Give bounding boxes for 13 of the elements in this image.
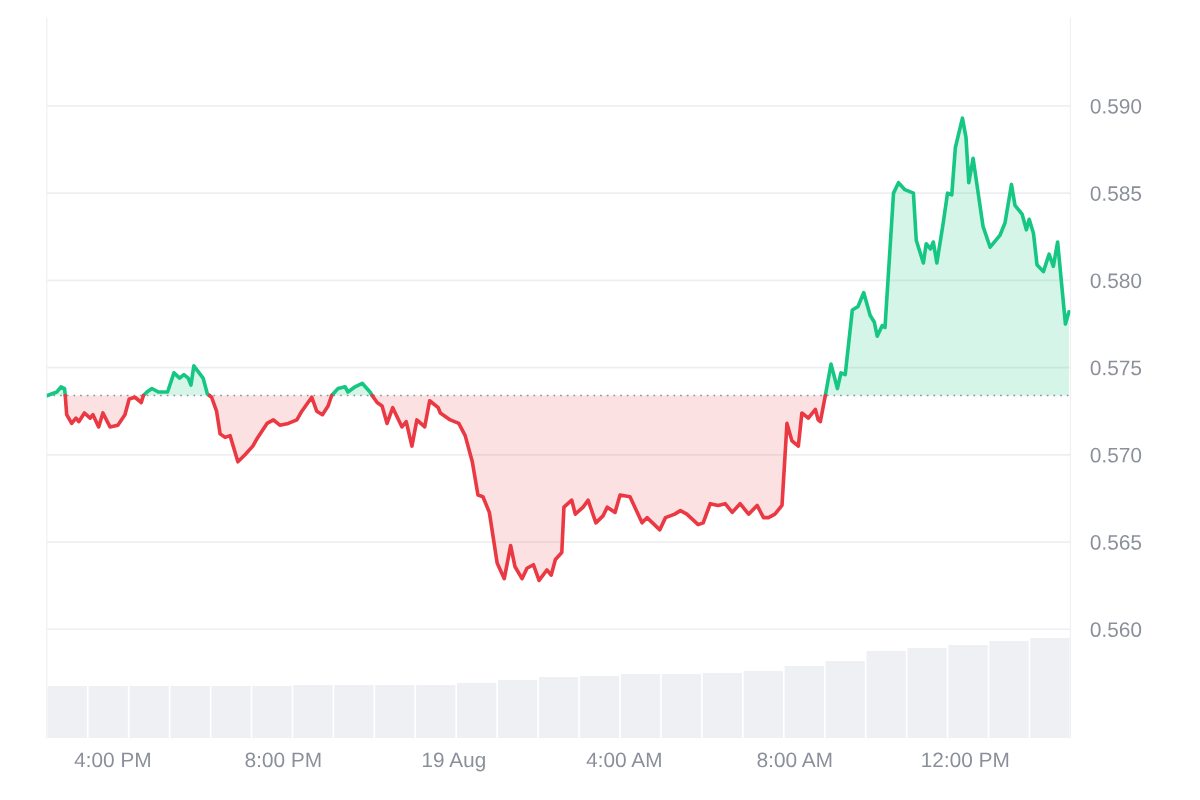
y-tick-label: 0.560 — [1090, 622, 1142, 638]
x-tick-label: 4:00 PM — [74, 752, 150, 768]
x-tick-label: 4:00 AM — [586, 752, 661, 768]
y-tick-label: 0.570 — [1090, 447, 1142, 463]
x-tick-label: 8:00 AM — [757, 752, 832, 768]
x-tick-label: 19 Aug — [422, 752, 485, 772]
y-tick-label: 0.565 — [1090, 535, 1142, 550]
x-tick-label: 8:00 PM — [245, 752, 321, 768]
x-tick-label: 12:00 PM — [922, 752, 1009, 768]
y-tick-label: 0.580 — [1090, 273, 1142, 289]
y-tick-label: 0.585 — [1090, 186, 1142, 201]
y-tick-label: 0.575 — [1090, 360, 1142, 376]
y-tick-label: 0.590 — [1090, 98, 1142, 114]
